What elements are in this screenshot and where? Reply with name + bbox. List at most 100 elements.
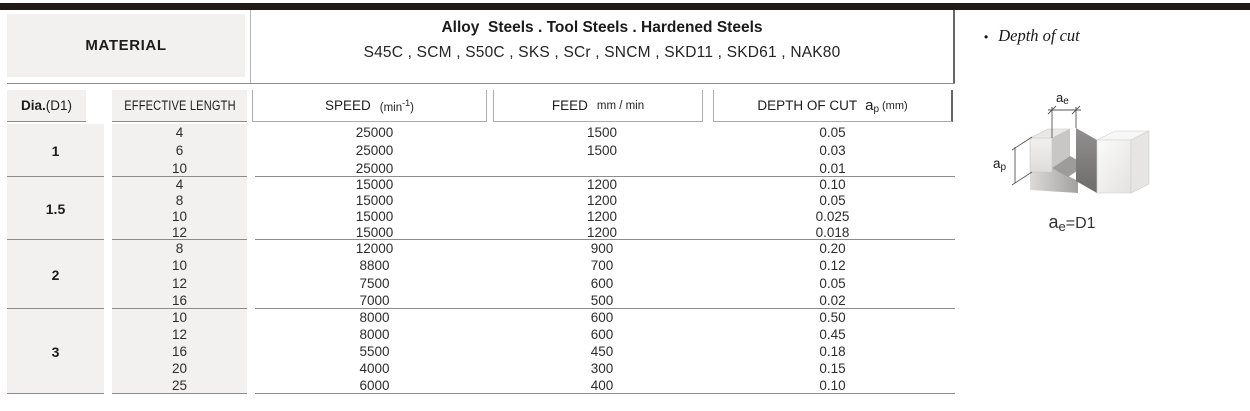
depth-of-cut-value: 0.02: [819, 292, 846, 308]
speed-value: 15000: [355, 224, 394, 240]
table-row: 20 4000 300 0.15: [7, 360, 955, 377]
effective-length-value: 8: [175, 193, 184, 209]
depth-of-cut-note-label: Depth of cut: [998, 26, 1080, 45]
effective-length-value: 12: [171, 224, 188, 240]
data-col-bg: [255, 124, 955, 177]
ae-tick-left: [1047, 105, 1057, 115]
speed-value: 8800: [359, 258, 390, 274]
depth-of-cut-value: 0.10: [819, 177, 846, 193]
speed-value: 15000: [355, 193, 394, 209]
ae-equals-d1-formula: ae=D1: [992, 212, 1152, 234]
effective-length-label: EFFECTIVE LENGTH: [123, 98, 236, 113]
data-col-bg: [255, 309, 955, 394]
feed-value: 600: [590, 275, 614, 291]
depth-of-cut-value: 0.45: [819, 327, 846, 342]
right-block-side-face: [1130, 130, 1150, 194]
feed-value: 500: [590, 292, 614, 308]
group-rows: 4 25000 1500 0.05 6 25000 1500 0.03 10 2…: [7, 124, 955, 177]
feed-value: 300: [590, 361, 614, 376]
speed-value: 12000: [355, 241, 394, 257]
effective-length-value: 10: [171, 310, 188, 325]
speed-value: 4000: [359, 361, 390, 376]
ap-symbol: ap: [865, 96, 879, 115]
table-row: 4 15000 1200 0.10: [7, 177, 955, 193]
depth-of-cut-value: 0.05: [819, 193, 846, 209]
data-col-bg: [255, 240, 955, 309]
speed-value: 8000: [359, 327, 390, 342]
right-block-front-face: [1096, 139, 1132, 194]
effective-length-value: 4: [175, 177, 184, 193]
effective-length-value: 16: [171, 344, 188, 359]
depth-of-cut-label: DEPTH OF CUT: [757, 98, 858, 113]
speed-value: 7000: [359, 292, 390, 308]
material-label: MATERIAL: [85, 37, 167, 54]
table-row: 4 25000 1500 0.05: [7, 124, 955, 142]
column-header-dia: Dia. (D1): [7, 90, 86, 122]
dia-group-3: 3 10 8000 600 0.50 12 8000 600 0.45 16 5…: [7, 309, 955, 394]
dia-group-1-5: 1.5 4 15000 1200 0.10 8 15000 1200 0.05 …: [7, 177, 955, 240]
table-row: 16 7000 500 0.02: [7, 292, 955, 309]
dia-value: 1: [51, 142, 60, 159]
depth-of-cut-value: 0.025: [815, 208, 850, 224]
material-steel-types: Alloy Steels . Tool Steels . Hardened St…: [441, 19, 763, 36]
speed-value: 5500: [359, 344, 390, 359]
effective-length-value: 8: [175, 241, 184, 257]
group-rows: 10 8000 600 0.50 12 8000 600 0.45 16 550…: [7, 309, 955, 394]
formula-a: a: [1048, 212, 1059, 232]
base-front-face: [1030, 168, 1078, 193]
table-row: 16 5500 450 0.18: [7, 343, 955, 360]
feed-value: 400: [590, 378, 614, 393]
feed-value: 1200: [586, 193, 618, 209]
feed-value: 1200: [586, 208, 618, 224]
feed-value: 1500: [586, 125, 618, 141]
table-row: 12 7500 600 0.05: [7, 275, 955, 292]
depth-of-cut-diagram: ae ap: [993, 90, 1150, 194]
table-row: 12 8000 600 0.45: [7, 326, 955, 343]
feed-value: 700: [590, 258, 614, 274]
speed-value: 15000: [355, 177, 394, 193]
table-row: 6 25000 1500 0.03: [7, 142, 955, 160]
length-col-bg: [112, 309, 247, 394]
speed-value: 6000: [359, 378, 390, 393]
effective-length-value: 16: [171, 292, 188, 308]
speed-value: 25000: [355, 143, 394, 158]
feed-value: 450: [590, 344, 614, 359]
depth-of-cut-value: 0.50: [819, 310, 846, 325]
bullet-icon: •: [984, 30, 989, 44]
column-header-effective-length: EFFECTIVE LENGTH: [112, 90, 247, 122]
effective-length-value: 10: [171, 208, 188, 224]
table-row: 25 6000 400 0.10: [7, 377, 955, 394]
column-header-depth-of-cut: DEPTH OF CUT ap (mm): [713, 90, 953, 122]
length-col-bg: [112, 124, 247, 177]
ap-label: ap: [993, 156, 1007, 173]
depth-of-cut-value: 0.05: [819, 275, 846, 291]
material-steel-grades: S45C , SCM , S50C , SKS , SCr , SNCM , S…: [363, 44, 841, 61]
speed-value: 25000: [355, 160, 394, 176]
feed-unit: mm / min: [596, 99, 645, 112]
speed-unit: (min-1): [379, 97, 414, 114]
slot-inner-left-wall: [1052, 129, 1070, 168]
table-row: 10 15000 1200 0.025: [7, 209, 955, 225]
depth-of-cut-value: 0.018: [815, 224, 850, 240]
feed-value: 1200: [586, 177, 618, 193]
length-col-bg: [112, 177, 247, 240]
effective-length-value: 12: [171, 327, 188, 342]
dia-cell-bg: [7, 240, 104, 309]
depth-of-cut-value: 0.12: [819, 258, 846, 274]
dia-cell-bg: [7, 309, 104, 394]
table-row: 10 8800 700 0.12: [7, 257, 955, 274]
length-col-bg: [112, 240, 247, 309]
column-header-feed: FEED mm / min: [493, 90, 703, 122]
depth-of-cut-note: • Depth of cut: [984, 26, 1080, 46]
dia-value: 1.5: [45, 200, 66, 217]
material-value-box: Alloy Steels . Tool Steels . Hardened St…: [250, 10, 955, 83]
depth-of-cut-value: 0.18: [819, 344, 846, 359]
depth-of-cut-value: 0.01: [819, 160, 846, 176]
effective-length-value: 10: [171, 258, 188, 274]
depth-unit: (mm): [882, 99, 908, 112]
dia-cell-bg: [7, 177, 104, 240]
effective-length-value: 20: [171, 361, 188, 376]
dia-paren: (D1): [45, 98, 72, 113]
speed-value: 25000: [355, 125, 394, 141]
